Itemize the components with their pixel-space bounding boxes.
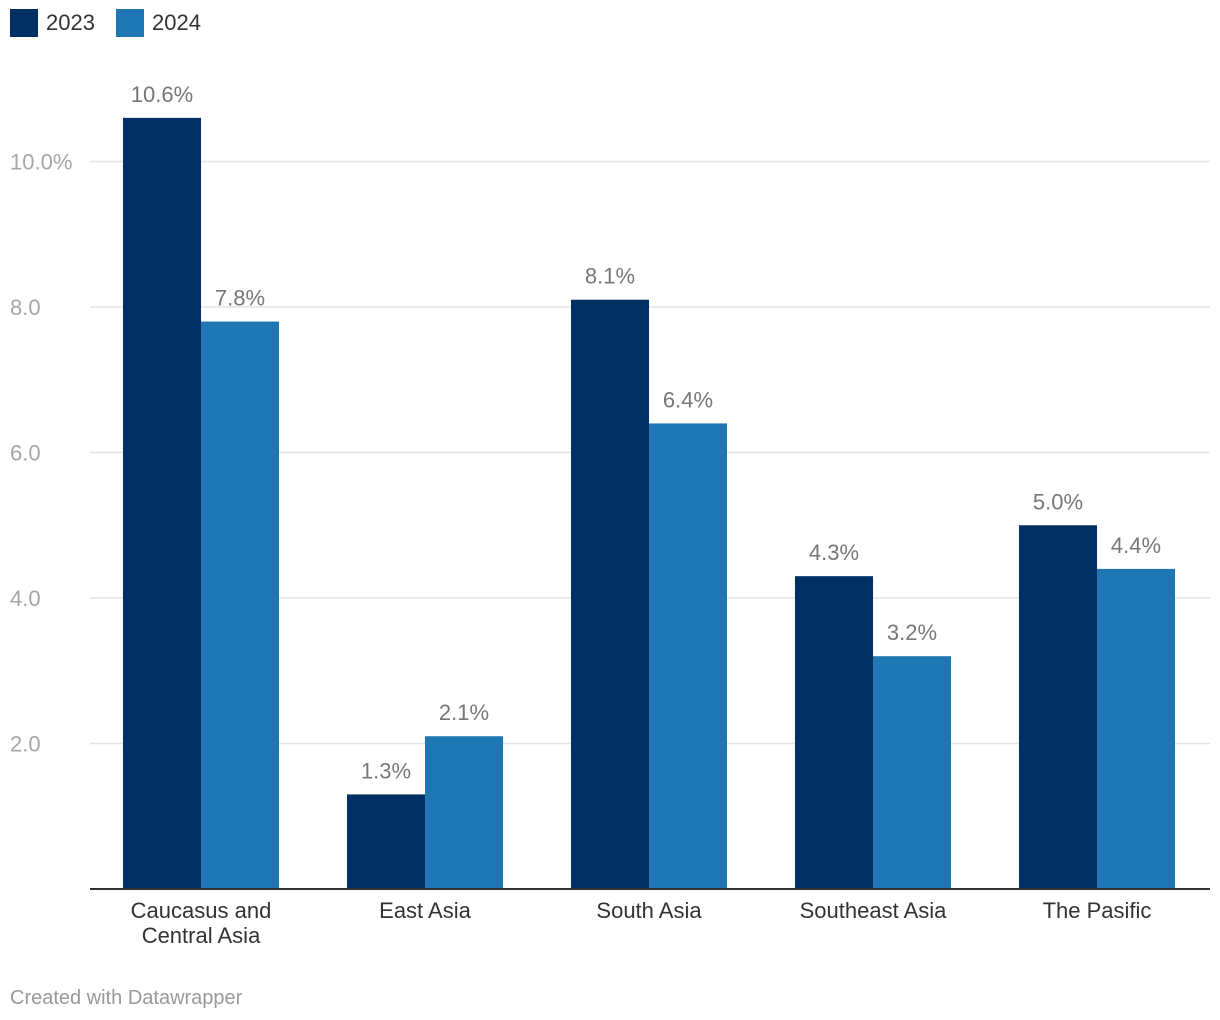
legend-label-2024: 2024 <box>152 10 201 35</box>
bar-2023-0 <box>123 117 201 890</box>
data-label: 10.6% <box>131 82 193 107</box>
y-axis-ticks: 2.0 4.0 6.0 8.0 10.0% <box>10 150 72 757</box>
x-tick-label: East Asia <box>379 898 471 923</box>
x-tick-label: Caucasus and <box>131 898 272 923</box>
data-label: 3.2% <box>887 620 937 645</box>
bar-2023-1 <box>347 794 425 889</box>
data-label: 2.1% <box>439 700 489 725</box>
legend-swatch-2023 <box>10 9 38 37</box>
legend: 2023 2024 <box>10 9 201 37</box>
bar-2023-3 <box>795 576 873 889</box>
data-label: 4.4% <box>1111 533 1161 558</box>
y-tick-label: 2.0 <box>10 732 41 757</box>
bar-2024-1 <box>425 736 503 889</box>
bar-2024-0 <box>201 321 279 889</box>
x-tick-label: Southeast Asia <box>800 898 948 923</box>
bar-2024-3 <box>873 656 951 889</box>
data-label: 4.3% <box>809 540 859 565</box>
data-label: 5.0% <box>1033 489 1083 514</box>
data-label: 6.4% <box>663 387 713 412</box>
bar-2024-2 <box>649 423 727 889</box>
y-tick-label: 6.0 <box>10 441 41 466</box>
legend-swatch-2024 <box>116 9 144 37</box>
legend-label-2023: 2023 <box>46 10 95 35</box>
y-tick-label: 8.0 <box>10 295 41 320</box>
y-tick-label: 10.0% <box>10 150 72 175</box>
bars <box>123 117 1175 890</box>
x-tick-label: South Asia <box>596 898 702 923</box>
data-label: 8.1% <box>585 264 635 289</box>
y-tick-label: 4.0 <box>10 586 41 611</box>
credit-text: Created with Datawrapper <box>10 987 243 1009</box>
x-tick-label: Central Asia <box>142 923 261 948</box>
bar-2023-4 <box>1019 525 1097 889</box>
value-labels: 10.6% 7.8% 1.3% 2.1% 8.1% 6.4% 4.3% 3.2% 5.0% 4.4… <box>131 82 1161 784</box>
data-label: 7.8% <box>215 286 265 311</box>
x-tick-label: The Pasific <box>1043 898 1152 923</box>
bar-2024-4 <box>1097 568 1175 889</box>
data-label: 1.3% <box>361 758 411 783</box>
bar-2023-2 <box>571 299 649 890</box>
